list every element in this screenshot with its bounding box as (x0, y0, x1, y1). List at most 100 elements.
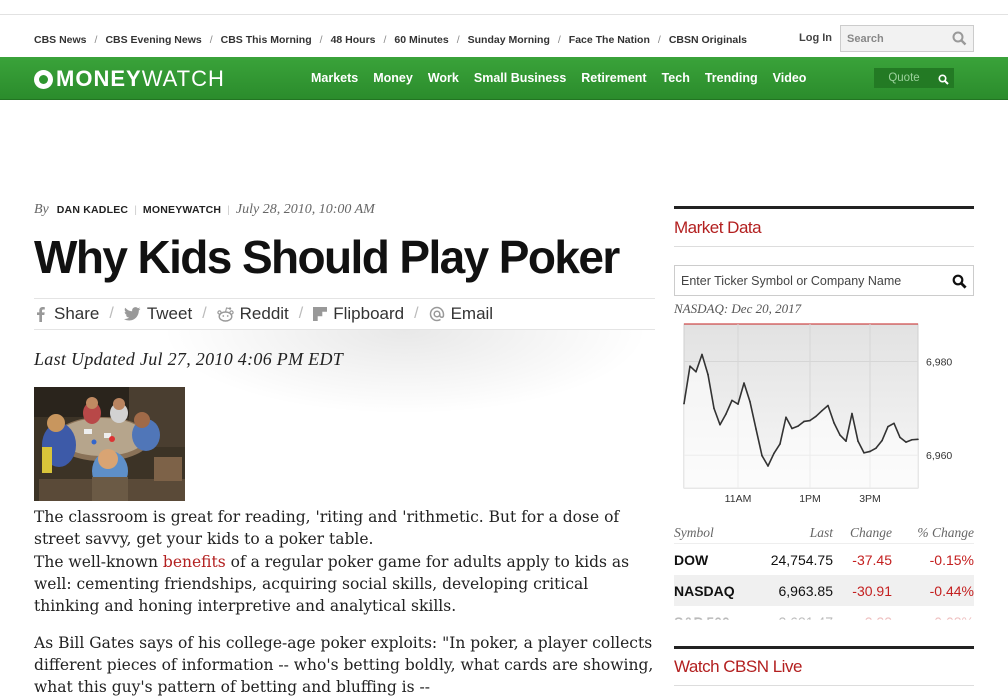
chart-data-point (881, 439, 883, 442)
cbsn-top-rule (674, 646, 974, 649)
table-row-dow[interactable]: DOW 24,754.75 -37.45 -0.15% (674, 544, 974, 575)
row-change: -30.91 (852, 582, 892, 599)
network-nav: CBS News / CBS Evening News / CBS This M… (34, 32, 747, 48)
main-nav: Markets Money Work Small Business Retire… (311, 71, 821, 85)
watch-cbsn-title[interactable]: Watch CBSN Live (674, 657, 802, 676)
chart-data-point (845, 440, 847, 442)
row-last: 6,963.85 (778, 582, 834, 599)
nav-cbs-news[interactable]: CBS News (34, 34, 87, 46)
main-nav-markets[interactable]: Markets (311, 71, 359, 85)
article-photo[interactable] (34, 387, 185, 501)
email-label: Email (450, 304, 494, 323)
login-link[interactable]: Log In (799, 32, 832, 44)
nav-separator: / (557, 34, 561, 46)
chart-data-point (917, 438, 919, 441)
nav-separator: / (319, 34, 323, 46)
quote-input[interactable] (874, 68, 934, 88)
cbsn-divider (674, 685, 974, 686)
flipboard-label: Flipboard (333, 304, 405, 323)
nav-cbsn-originals[interactable]: CBSN Originals (668, 34, 747, 46)
chart-data-point (899, 436, 901, 439)
moneywatch-logo[interactable]: MONEY WATCH (34, 66, 225, 91)
search-icon[interactable] (952, 31, 967, 51)
nav-48-hours[interactable]: 48 Hours (330, 34, 376, 46)
ticker-search-icon[interactable] (952, 274, 967, 294)
twitter-icon (123, 307, 141, 321)
chart-y-tick-label: 6,960 (926, 450, 952, 462)
row-change: -37.45 (852, 551, 892, 568)
chart-y-tick-label: 6,980 (926, 356, 952, 368)
share-divider: / (414, 305, 419, 322)
share-facebook-button[interactable]: Share (34, 304, 99, 324)
chart-data-point (761, 454, 763, 457)
share-bar: Share / Tweet / Reddit / Flipboard / Ema… (34, 298, 655, 330)
search-input[interactable] (841, 26, 941, 51)
chart-data-point (689, 365, 691, 367)
nav-separator: / (657, 34, 661, 46)
chart-data-point (731, 399, 733, 402)
chart-data-point (797, 425, 799, 427)
share-divider: / (202, 305, 207, 322)
nav-60-minutes[interactable]: 60 Minutes (394, 34, 449, 46)
chart-data-point (839, 434, 841, 436)
quote-search-icon[interactable] (938, 72, 949, 90)
col-change: Change (850, 524, 892, 540)
row-pct-change: -0.15% (929, 551, 974, 568)
chart-data-point (773, 452, 775, 455)
reddit-label: Reddit (239, 304, 289, 323)
site-search (840, 25, 974, 52)
email-at-icon (429, 306, 444, 322)
chart-data-point (695, 370, 697, 373)
col-pct-change: % Change (917, 524, 974, 540)
last-updated: Last Updated Jul 27, 2010 4:06 PM EDT (34, 349, 344, 369)
nasdaq-chart[interactable]: 6,980 6,960 11AM 1PM 3PM (674, 320, 974, 508)
chart-label: NASDAQ: Dec 20, 2017 (674, 301, 802, 316)
benefits-link[interactable]: benefits (162, 553, 226, 571)
main-nav-small-business[interactable]: Small Business (473, 71, 567, 85)
top-divider (0, 14, 1008, 15)
article-headline: Why Kids Should Play Poker (34, 231, 620, 283)
chart-x-tick-label: 11AM (725, 493, 752, 505)
share-email-button[interactable]: Email (429, 304, 494, 324)
cbs-eye-icon (34, 69, 53, 89)
nav-separator: / (209, 34, 213, 46)
chart-data-point (833, 422, 835, 424)
share-reddit-button[interactable]: Reddit (216, 304, 289, 324)
main-nav-tech[interactable]: Tech (661, 71, 690, 85)
source-link[interactable]: MONEYWATCH (142, 204, 222, 216)
main-nav-video[interactable]: Video (772, 71, 807, 85)
main-nav-trending[interactable]: Trending (704, 71, 758, 85)
chart-data-point (749, 400, 751, 403)
main-nav-work[interactable]: Work (427, 71, 459, 85)
chart-data-point (875, 447, 877, 449)
chart-data-point (785, 416, 787, 419)
col-symbol: Symbol (674, 524, 714, 540)
share-label: Share (54, 304, 100, 323)
chart-data-point (767, 465, 769, 467)
chart-data-point (887, 425, 889, 428)
row-last: 24,754.75 (770, 551, 833, 568)
market-table-header: Symbol Last Change % Change (674, 522, 974, 544)
nav-cbs-this-morning[interactable]: CBS This Morning (220, 34, 312, 46)
main-nav-retirement[interactable]: Retirement (581, 71, 647, 85)
chart-data-point (851, 412, 853, 415)
chart-data-point (725, 413, 727, 415)
chart-data-point (803, 420, 805, 423)
chart-data-point (713, 407, 715, 410)
author-link[interactable]: DAN KADLEC (56, 204, 129, 216)
nav-sunday-morning[interactable]: Sunday Morning (467, 34, 550, 46)
publish-date: July 28, 2010, 10:00 AM (235, 202, 375, 217)
flipboard-icon (313, 307, 328, 321)
chart-series-line (683, 353, 919, 467)
share-flipboard-button[interactable]: Flipboard (313, 304, 404, 324)
table-row-nasdaq[interactable]: NASDAQ 6,963.85 -30.91 -0.44% (674, 575, 974, 606)
share-twitter-button[interactable]: Tweet (123, 304, 192, 324)
main-nav-money[interactable]: Money (373, 71, 413, 85)
chart-data-point (863, 452, 865, 454)
nav-cbs-evening-news[interactable]: CBS Evening News (105, 34, 202, 46)
chart-data-point (827, 404, 829, 407)
nav-face-the-nation[interactable]: Face The Nation (568, 34, 650, 46)
share-divider: / (109, 305, 114, 322)
chart-data-point (869, 450, 871, 453)
ticker-input[interactable] (675, 266, 935, 295)
